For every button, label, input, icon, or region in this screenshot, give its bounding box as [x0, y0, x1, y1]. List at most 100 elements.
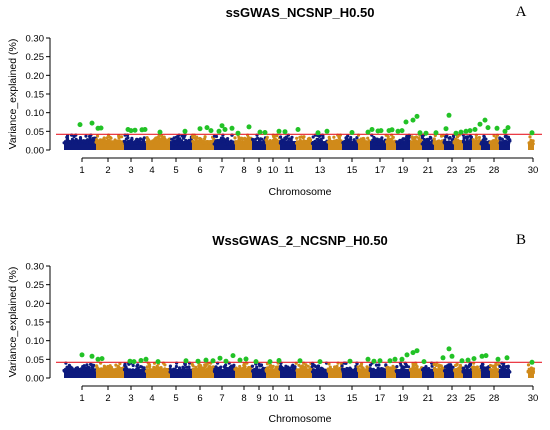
chromosome-18-band	[386, 140, 396, 150]
x-tick-label: 19	[398, 393, 409, 404]
snp-point	[338, 141, 342, 145]
snp-point	[87, 366, 91, 370]
chromosome-19-points	[395, 133, 412, 150]
snp-point	[85, 138, 90, 142]
snp-point	[208, 365, 212, 369]
snp-point	[312, 140, 316, 144]
snp-point	[105, 136, 109, 140]
significant-snp-point	[195, 358, 201, 364]
snp-point	[342, 367, 346, 371]
panel-letter: A	[516, 4, 527, 20]
snp-point	[124, 137, 128, 141]
snp-point	[85, 363, 89, 367]
snp-point	[70, 368, 74, 372]
significant-snp-point	[399, 128, 405, 134]
significant-snp-point	[295, 127, 301, 132]
snp-point	[410, 135, 414, 139]
snp-point	[173, 142, 177, 146]
significant-snp-point	[410, 350, 416, 356]
snp-point	[323, 369, 327, 373]
snp-point	[216, 366, 220, 370]
snp-point	[526, 363, 531, 367]
snp-point	[256, 136, 260, 140]
significant-snp-point	[471, 356, 477, 362]
chromosome-12-band	[296, 140, 312, 150]
x-tick-label: 9	[256, 393, 261, 404]
chromosome-7-points	[212, 133, 236, 150]
snp-point	[326, 140, 330, 144]
snp-point	[376, 366, 380, 370]
snp-point	[109, 136, 113, 140]
snp-point	[214, 141, 218, 145]
snp-point	[98, 368, 102, 372]
snp-point	[299, 135, 304, 139]
chromosome-5-points	[168, 361, 193, 378]
chromosome-10-band	[266, 368, 280, 378]
snp-point	[492, 369, 496, 373]
y-axis-label: Variance_explained (%)	[7, 267, 19, 378]
significant-snp-point	[131, 359, 137, 365]
snp-point	[378, 369, 382, 373]
snp-point	[530, 143, 534, 147]
snp-point	[265, 135, 269, 139]
snp-point	[262, 142, 266, 146]
chromosome-5-points	[170, 133, 194, 150]
snp-point	[469, 138, 473, 142]
snp-point	[233, 136, 237, 140]
snp-point	[111, 369, 115, 373]
y-axis-label: Variance_explained (%)	[7, 39, 19, 150]
chromosome-7-band	[214, 369, 235, 378]
snp-point	[429, 141, 433, 145]
snp-point	[286, 142, 290, 146]
significant-snp-point	[257, 129, 263, 135]
chromosome-1-band	[64, 368, 96, 378]
significant-snp-point	[378, 128, 384, 134]
snp-point	[147, 363, 152, 367]
chromosome-28-band	[490, 368, 499, 378]
snp-point	[160, 141, 164, 145]
snp-point	[261, 367, 265, 371]
snp-point	[464, 369, 468, 373]
snp-point	[345, 136, 349, 140]
snp-point	[390, 140, 394, 144]
significant-snp-point	[485, 125, 491, 131]
significant-snp-point	[495, 356, 501, 362]
snp-point	[232, 363, 236, 367]
snp-point	[197, 364, 201, 368]
snp-point	[449, 142, 453, 146]
snp-point	[417, 140, 421, 144]
snp-point	[103, 141, 107, 145]
snp-point	[130, 138, 134, 142]
panel-letter: B	[516, 232, 526, 248]
significant-snp-point	[230, 353, 236, 359]
snp-point	[178, 369, 182, 373]
snp-point	[332, 135, 336, 139]
snp-point	[214, 134, 219, 139]
snp-point	[310, 364, 314, 369]
x-tick-label: 28	[489, 393, 500, 404]
snp-point	[349, 135, 353, 140]
significant-snp-point	[276, 358, 282, 363]
snp-point	[257, 370, 261, 374]
significant-snp-point	[479, 353, 485, 359]
significant-snp-point	[414, 348, 420, 354]
chromosome-18-band	[386, 368, 396, 378]
x-tick-label: 5	[173, 393, 178, 404]
chromosome-4-points	[145, 133, 172, 150]
chromosome-23-points	[442, 133, 456, 150]
snp-point	[319, 369, 323, 373]
significant-snp-point	[453, 130, 459, 136]
significant-snp-point	[504, 355, 510, 361]
snp-point	[362, 138, 366, 142]
snp-point	[115, 367, 119, 371]
snp-point	[432, 362, 436, 367]
snp-point	[483, 368, 487, 372]
snp-point	[410, 368, 415, 372]
snp-point	[163, 363, 167, 367]
snp-point	[146, 139, 150, 143]
snp-point	[464, 142, 468, 146]
snp-point	[432, 137, 436, 141]
chromosome-3-band	[124, 141, 146, 150]
chromosome-28-points	[488, 362, 501, 378]
snp-point	[357, 369, 361, 373]
